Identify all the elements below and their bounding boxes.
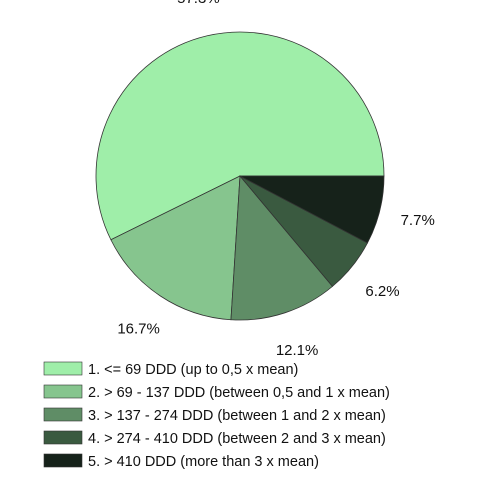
legend-swatch-5 [43,453,83,468]
legend-item-3: 3. > 137 - 274 DDD (between 1 and 2 x me… [43,407,386,424]
legend-label-1: 1. <= 69 DDD (up to 0,5 x mean) [88,362,298,378]
slice-1 [95,31,385,241]
data-label-4: 6.2% [365,283,399,300]
data-label-1: 57.3% [177,0,220,7]
data-labels: 57.3% 16.7% 12.1% 6.2% 7.7% [117,0,434,359]
slice-2 [110,175,241,321]
legend-label-2: 2. > 69 - 137 DDD (between 0,5 and 1 x m… [88,385,390,401]
data-label-5: 7.7% [401,212,435,229]
legend-item-1: 1. <= 69 DDD (up to 0,5 x mean) [43,361,298,378]
legend-swatch-2 [43,384,83,399]
legend-item-5: 5. > 410 DDD (more than 3 x mean) [43,453,319,470]
legend-swatch-3 [43,407,83,422]
legend-label-5: 5. > 410 DDD (more than 3 x mean) [88,454,319,470]
legend-swatch-4 [43,430,83,445]
legend: 1. <= 69 DDD (up to 0,5 x mean) 2. > 69 -… [43,361,390,470]
legend-label-4: 4. > 274 - 410 DDD (between 2 and 3 x me… [88,431,386,447]
pie-slices [95,31,385,321]
data-label-2: 16.7% [117,320,160,337]
legend-swatch-1 [43,361,83,376]
legend-item-4: 4. > 274 - 410 DDD (between 2 and 3 x me… [43,430,386,447]
slice-3 [230,174,334,321]
data-label-3: 12.1% [276,342,319,359]
legend-item-2: 2. > 69 - 137 DDD (between 0,5 and 1 x m… [43,384,390,401]
legend-label-3: 3. > 137 - 274 DDD (between 1 and 2 x me… [88,408,386,424]
slice-5 [239,175,385,244]
